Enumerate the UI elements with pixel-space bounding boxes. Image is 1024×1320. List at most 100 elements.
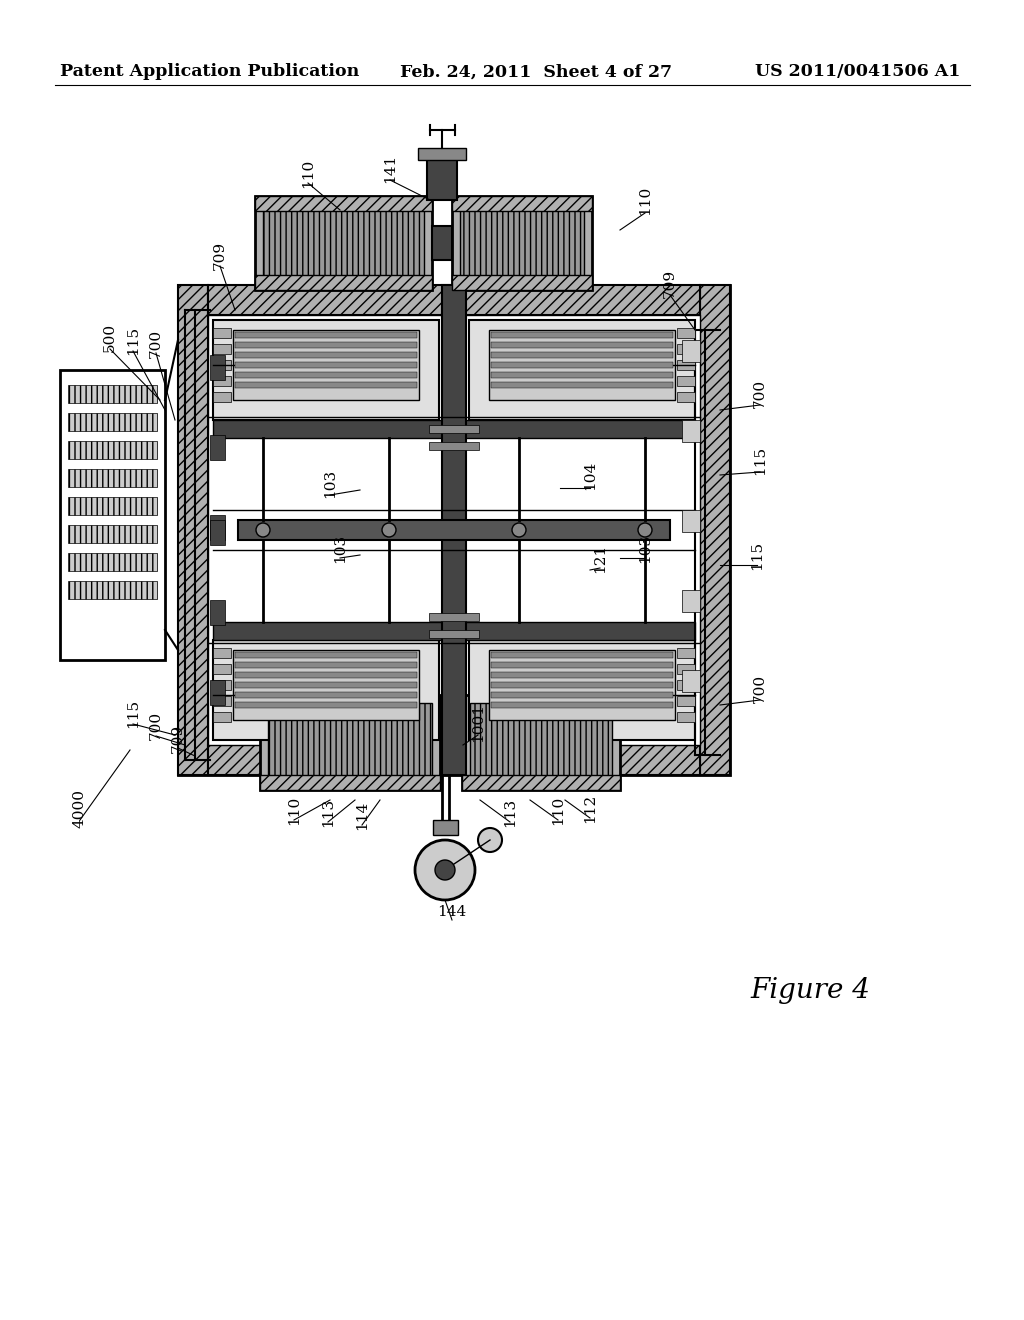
Bar: [677, 680, 695, 690]
Bar: [213, 680, 231, 690]
Bar: [677, 392, 695, 403]
Text: 121: 121: [593, 544, 607, 573]
Bar: [490, 342, 673, 348]
Bar: [234, 652, 417, 657]
Bar: [462, 775, 620, 789]
Bar: [490, 372, 673, 378]
Circle shape: [638, 523, 652, 537]
Bar: [700, 285, 730, 775]
Bar: [233, 330, 419, 400]
Bar: [682, 590, 700, 612]
Bar: [234, 692, 417, 698]
Bar: [677, 360, 695, 370]
Bar: [490, 672, 673, 678]
Bar: [490, 652, 673, 657]
Bar: [210, 355, 225, 380]
Text: 1001: 1001: [471, 704, 485, 742]
Bar: [677, 327, 695, 338]
Bar: [234, 381, 417, 388]
Text: 4000: 4000: [73, 788, 87, 828]
Text: Figure 4: Figure 4: [750, 977, 870, 1003]
Bar: [470, 704, 612, 781]
Bar: [429, 612, 479, 620]
Bar: [682, 671, 700, 692]
Bar: [213, 376, 231, 385]
Bar: [213, 664, 231, 675]
Text: 700: 700: [150, 329, 163, 358]
Bar: [255, 275, 432, 290]
Bar: [213, 327, 231, 338]
Text: 141: 141: [383, 153, 397, 182]
Bar: [677, 376, 695, 385]
Bar: [68, 498, 157, 515]
Bar: [429, 630, 479, 638]
Bar: [68, 385, 157, 403]
Text: 104: 104: [583, 461, 597, 490]
Text: 700: 700: [150, 710, 163, 739]
Circle shape: [435, 861, 455, 880]
Bar: [418, 148, 466, 160]
Bar: [210, 436, 225, 459]
Text: Patent Application Publication: Patent Application Publication: [60, 63, 359, 81]
Bar: [234, 352, 417, 358]
Text: 709: 709: [663, 268, 677, 297]
Bar: [429, 442, 479, 450]
Bar: [213, 696, 231, 706]
Bar: [234, 342, 417, 348]
Text: 113: 113: [321, 797, 335, 826]
Bar: [427, 154, 457, 201]
Bar: [68, 413, 157, 432]
Text: 114: 114: [355, 800, 369, 830]
Bar: [68, 553, 157, 572]
Bar: [677, 664, 695, 675]
Bar: [234, 333, 417, 338]
Bar: [268, 704, 432, 781]
Text: 700: 700: [753, 673, 767, 702]
Bar: [263, 205, 424, 282]
Text: Feb. 24, 2011  Sheet 4 of 27: Feb. 24, 2011 Sheet 4 of 27: [400, 63, 672, 81]
Bar: [677, 648, 695, 657]
Bar: [210, 520, 225, 545]
Bar: [210, 601, 225, 624]
Bar: [490, 381, 673, 388]
Bar: [234, 702, 417, 708]
Bar: [260, 696, 440, 789]
Text: 709: 709: [171, 723, 185, 752]
Text: 110: 110: [287, 796, 301, 825]
Text: 500: 500: [103, 322, 117, 351]
Bar: [429, 425, 479, 433]
Bar: [490, 663, 673, 668]
Bar: [68, 441, 157, 459]
Bar: [452, 195, 592, 211]
Text: 103: 103: [323, 469, 337, 498]
Bar: [462, 696, 620, 789]
Bar: [208, 744, 700, 775]
Bar: [490, 692, 673, 698]
Bar: [469, 640, 695, 741]
Bar: [490, 333, 673, 338]
Text: 144: 144: [437, 906, 467, 919]
Bar: [68, 525, 157, 543]
Bar: [213, 711, 231, 722]
Bar: [255, 195, 432, 290]
Bar: [489, 330, 675, 400]
Bar: [213, 622, 695, 640]
Bar: [433, 820, 458, 836]
Bar: [213, 360, 231, 370]
Bar: [490, 682, 673, 688]
Bar: [210, 515, 225, 540]
Bar: [238, 520, 670, 540]
Bar: [60, 370, 165, 660]
Bar: [178, 285, 208, 775]
Text: 709: 709: [213, 240, 227, 269]
Text: 700: 700: [753, 379, 767, 408]
Text: 110: 110: [301, 158, 315, 187]
Bar: [234, 362, 417, 368]
Bar: [68, 581, 157, 599]
Bar: [213, 392, 231, 403]
Circle shape: [478, 828, 502, 851]
Bar: [489, 649, 675, 719]
Bar: [432, 226, 452, 260]
Bar: [234, 372, 417, 378]
Bar: [682, 341, 700, 362]
